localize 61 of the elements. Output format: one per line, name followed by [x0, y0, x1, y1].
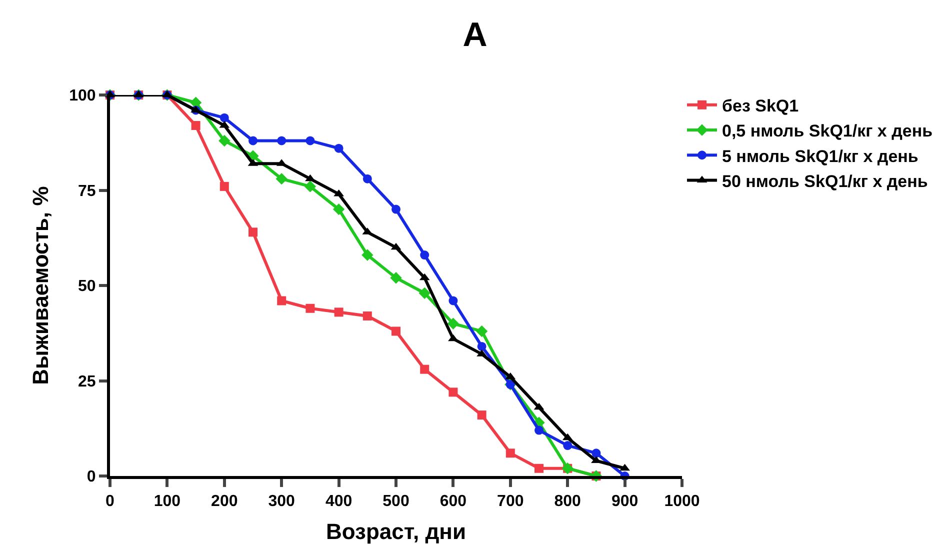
x-tick-label: 900: [611, 493, 638, 510]
x-tick-label: 400: [325, 493, 352, 510]
legend-label: 5 нмоль SkQ1/кг х день: [722, 146, 918, 166]
point: [447, 318, 460, 330]
point: [392, 204, 400, 214]
x-tick-label: 200: [211, 493, 238, 510]
y-tick-label: 75: [78, 182, 96, 200]
x-tick-label: 800: [554, 493, 582, 510]
legend-label: 50 нмоль SkQ1/кг х день: [722, 172, 928, 191]
x-tick-label: 700: [497, 493, 524, 510]
point: [218, 134, 230, 147]
point: [220, 182, 229, 191]
point: [448, 296, 458, 306]
point: [506, 448, 515, 458]
point: [420, 364, 430, 374]
point: [534, 464, 544, 473]
x-tick-label: 300: [268, 493, 296, 510]
x-tick-label: 500: [382, 493, 410, 510]
y-tick-label: 100: [69, 88, 96, 105]
point: [476, 325, 488, 338]
point: [362, 249, 374, 261]
point: [418, 287, 430, 299]
point: [306, 136, 315, 146]
point: [448, 334, 458, 342]
point: [220, 113, 229, 122]
point: [248, 136, 258, 146]
point: [305, 174, 316, 182]
point: [362, 174, 372, 184]
x-tick-label: 600: [440, 493, 467, 510]
chart-title: A: [462, 16, 488, 54]
point: [477, 410, 486, 420]
point: [448, 388, 458, 397]
y-tick-label: 25: [78, 373, 96, 390]
point: [592, 448, 601, 458]
point: [390, 272, 402, 284]
point: [477, 342, 486, 351]
point: [334, 308, 344, 317]
point: [277, 136, 286, 146]
point: [248, 228, 258, 237]
y-axis-title: Выживаемость, %: [28, 186, 53, 385]
point: [306, 304, 315, 313]
point: [620, 464, 630, 471]
point: [276, 172, 288, 185]
y-tick-label: 0: [86, 468, 96, 486]
point: [563, 441, 572, 450]
x-tick-label: 100: [154, 493, 181, 510]
x-axis-title: Возраст, дни: [326, 519, 466, 544]
point: [534, 426, 544, 435]
point: [420, 250, 430, 260]
y-tick-label: 50: [78, 278, 96, 296]
point: [332, 203, 345, 216]
point: [362, 311, 372, 320]
point: [191, 120, 200, 130]
point: [304, 180, 316, 192]
point: [392, 326, 400, 336]
x-tick-label: 0: [106, 493, 115, 510]
point: [277, 296, 286, 306]
x-tick-label: 1000: [664, 493, 700, 510]
legend-label: 0,5 нмоль SkQ1/кг х день: [722, 122, 933, 141]
legend-label: без SkQ1: [722, 96, 799, 116]
point: [334, 144, 344, 153]
